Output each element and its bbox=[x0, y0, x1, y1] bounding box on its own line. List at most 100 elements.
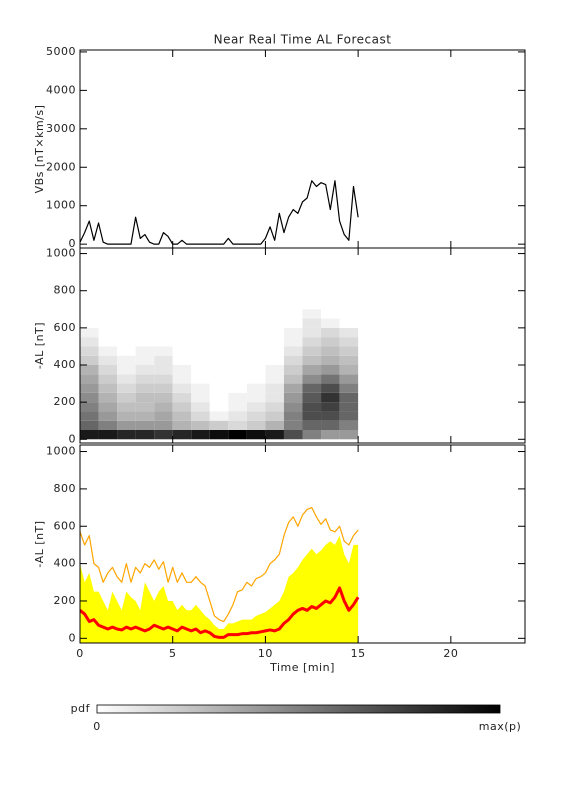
heat-cell bbox=[135, 420, 155, 430]
heat-cell bbox=[339, 411, 359, 421]
heat-cell bbox=[302, 374, 322, 384]
line bbox=[80, 506, 359, 623]
heat-cell bbox=[228, 365, 247, 375]
heat-cell bbox=[135, 411, 155, 421]
y-tick-label: 800 bbox=[54, 482, 77, 495]
colorbar bbox=[96, 704, 501, 714]
heat-cell bbox=[302, 337, 322, 347]
colorbar-min-label: 0 bbox=[93, 720, 101, 733]
heat-cell bbox=[154, 430, 173, 440]
heat-cell bbox=[135, 327, 155, 338]
heat-cell bbox=[302, 346, 322, 356]
heat-cell bbox=[154, 420, 173, 430]
heat-cell bbox=[283, 420, 303, 430]
heat-cell bbox=[321, 402, 340, 412]
heat-cell bbox=[265, 365, 284, 375]
heat-cell bbox=[209, 411, 229, 421]
heat-cell bbox=[154, 392, 173, 403]
heat-cell bbox=[302, 430, 322, 440]
plot-frame bbox=[79, 49, 526, 249]
heat-cell bbox=[117, 402, 136, 412]
heat-cell bbox=[265, 355, 284, 365]
heat-cell bbox=[209, 374, 229, 384]
heat-cell bbox=[98, 327, 118, 338]
heat-cell bbox=[209, 383, 229, 393]
heat-cell bbox=[117, 411, 136, 421]
y-tick-label: 0 bbox=[69, 432, 77, 445]
heat-cell bbox=[172, 346, 192, 356]
heat-cell bbox=[191, 327, 210, 338]
panel: -AL [nT] 0 200 400 600 800 1000 bbox=[33, 247, 526, 445]
heat-cell bbox=[80, 402, 99, 412]
heat-cell bbox=[191, 355, 210, 365]
heat-cell bbox=[117, 318, 136, 328]
heat-cell bbox=[117, 337, 136, 347]
heat-cell bbox=[191, 383, 210, 393]
heat-cell bbox=[283, 309, 303, 319]
heat-cell bbox=[154, 318, 173, 328]
heat-cell bbox=[154, 346, 173, 356]
heat-cell bbox=[80, 337, 99, 347]
heat-cell bbox=[154, 365, 173, 375]
y-tick-label: 5000 bbox=[46, 45, 76, 58]
heat-cell bbox=[191, 392, 210, 403]
heat-cell bbox=[321, 355, 340, 365]
heat-cell bbox=[135, 383, 155, 393]
heat-cell bbox=[191, 420, 210, 430]
heat-cell bbox=[228, 374, 247, 384]
heat-cell bbox=[265, 318, 284, 328]
line bbox=[80, 586, 360, 639]
heat-cell bbox=[191, 346, 210, 356]
heat-cell bbox=[321, 337, 340, 347]
heat-cell bbox=[265, 392, 284, 403]
heat-cell bbox=[172, 309, 192, 319]
heat-cell bbox=[228, 327, 247, 338]
heat-cell bbox=[209, 337, 229, 347]
heat-cell bbox=[209, 327, 229, 338]
heat-cell bbox=[265, 420, 284, 430]
heat-cell bbox=[117, 327, 136, 338]
heat-cell bbox=[98, 383, 118, 393]
heat-cell bbox=[117, 392, 136, 403]
panel: -AL [nT] Time [min] 0 200 400 600 800 1000 0 5 10 1… bbox=[33, 444, 526, 674]
heat-cell bbox=[135, 392, 155, 403]
heat-cell bbox=[172, 365, 192, 375]
heat-cell bbox=[228, 346, 247, 356]
heat-cell bbox=[135, 365, 155, 375]
heat-cell bbox=[98, 365, 118, 375]
heat-cell bbox=[339, 420, 359, 430]
heat-cell bbox=[321, 327, 340, 338]
plot-frame bbox=[79, 247, 526, 444]
y-axis-label: VBs [nT×km/s] bbox=[33, 105, 46, 194]
heat-cell bbox=[265, 383, 284, 393]
heat-cell bbox=[117, 365, 136, 375]
heat-cell bbox=[283, 318, 303, 328]
heat-cell bbox=[321, 318, 340, 328]
y-tick-label: 200 bbox=[54, 395, 77, 408]
plot-frame bbox=[79, 444, 526, 644]
heat-cell bbox=[117, 346, 136, 356]
heat-cell bbox=[172, 392, 192, 403]
heat-cell bbox=[98, 355, 118, 365]
heat-cell bbox=[228, 355, 247, 365]
heat-cell bbox=[228, 420, 247, 430]
heat-cell bbox=[80, 383, 99, 393]
heat-cell bbox=[283, 346, 303, 356]
heat-cell bbox=[339, 430, 359, 440]
y-tick-label: 2000 bbox=[46, 160, 76, 173]
heat-cell bbox=[98, 337, 118, 347]
heat-cell bbox=[283, 411, 303, 421]
heat-cell bbox=[321, 420, 340, 430]
heat-cell bbox=[321, 392, 340, 403]
heat-cell bbox=[302, 383, 322, 393]
area bbox=[80, 535, 359, 643]
heat-cell bbox=[191, 318, 210, 328]
x-tick-label: 0 bbox=[76, 647, 84, 660]
y-tick-label: 4000 bbox=[46, 83, 76, 96]
heat-cell bbox=[154, 355, 173, 365]
heat-cell bbox=[302, 365, 322, 375]
heat-cell bbox=[117, 355, 136, 365]
heat-cell bbox=[135, 309, 155, 319]
heat-cell bbox=[302, 355, 322, 365]
